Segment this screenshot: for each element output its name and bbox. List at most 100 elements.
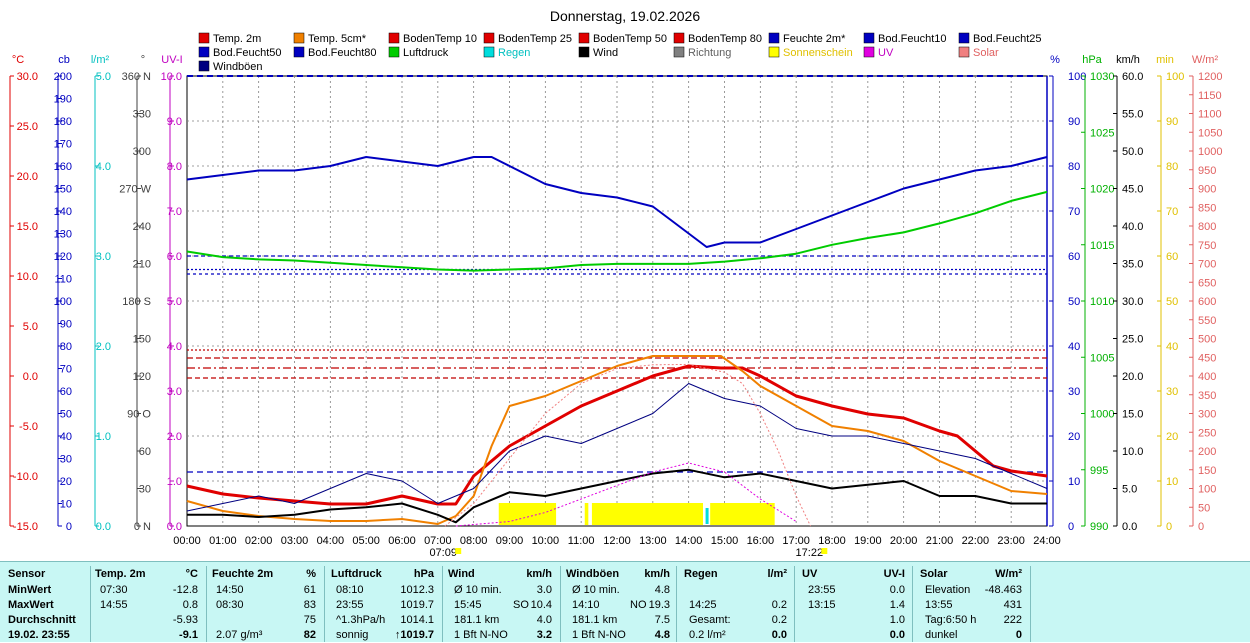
axis-tick-label: 0 [1068, 521, 1074, 533]
solar-info: Tag:6:50 h [925, 614, 977, 626]
axis-tick-label: 40.0 [1122, 221, 1143, 233]
legend-swatch [198, 46, 210, 58]
series-line [455, 462, 797, 527]
x-tick-label: 06:00 [388, 535, 416, 547]
axis-tick-label: 20.0 [17, 171, 38, 183]
pressure-value: ↑1019.7 [394, 629, 434, 641]
axis-tick-label: 15.0 [1122, 409, 1143, 421]
pressure-time: 08:10 [336, 584, 364, 596]
x-tick-label: 19:00 [854, 535, 882, 547]
header-wind: Wind [448, 568, 475, 580]
legend-swatch [863, 32, 875, 44]
summary-panel: Sensor Temp. 2m °C Feuchte 2m% Luftdruck hPa W… [0, 561, 1250, 642]
rain-value: 0.0 [771, 629, 787, 641]
axis-tick-label: 30.0 [1122, 296, 1143, 308]
rain-value: 0.2 [771, 599, 787, 611]
header-solar-unit: W/m² [995, 568, 1022, 580]
axis-tick-label: 40 [60, 431, 72, 443]
axis-unit: hPa [1082, 54, 1102, 66]
legend-label: Bod.Feucht25 [973, 33, 1042, 45]
x-tick-label: 03:00 [281, 535, 309, 547]
axis-tick-label: 40 [1166, 341, 1178, 353]
legend-label: Sonnenschein [783, 47, 853, 59]
header-rain: Regen [684, 568, 718, 580]
legend-label: BodenTemp 80 [688, 33, 762, 45]
axis-tick-label: 10 [60, 499, 72, 511]
axis-tick-label: 1000 [1090, 409, 1114, 421]
axis-unit: % [1050, 54, 1060, 66]
gust-value: 7.5 [654, 614, 670, 626]
legend-swatch [578, 46, 590, 58]
x-tick-label: 08:00 [460, 535, 488, 547]
axis-unit: W/m² [1192, 54, 1219, 66]
gust-value: 4.8 [654, 629, 670, 641]
axis-tick-label: 1000 [1198, 146, 1222, 158]
wind-info: 181.1 km [454, 614, 500, 626]
axis-unit: km/h [1116, 54, 1140, 66]
axis-tick-label: 45.0 [1122, 184, 1143, 196]
axis-tick-label: 90 [1166, 116, 1178, 128]
temp-value: -5.93 [172, 614, 198, 626]
axis-tick-label: 5.0 [23, 321, 38, 333]
axis-tick-label: 0 [1198, 521, 1204, 533]
rain-info: Gesamt: [689, 614, 731, 626]
axis-tick-label: 30 [139, 484, 151, 496]
humidity-value: 75 [303, 614, 316, 626]
header-rain-unit: l/m² [767, 568, 787, 580]
axis-tick-label: 400 [1198, 371, 1216, 383]
humidity-time: 14:50 [216, 584, 244, 596]
axis-tick-label: 70 [1166, 206, 1178, 218]
x-tick-label: 20:00 [890, 535, 918, 547]
axis-tick-label: 300 [133, 146, 151, 158]
x-tick-label: 13:00 [639, 535, 667, 547]
legend-swatch [388, 46, 400, 58]
header-wind-unit: km/h [526, 568, 552, 580]
axis-tick-label: 800 [1198, 221, 1216, 233]
legend-swatch [958, 46, 970, 58]
wind-value: 10.4 [530, 599, 552, 611]
axis-tick-label: 1.0 [167, 476, 182, 488]
sunrise-label: 07:09 [429, 547, 457, 559]
uv-value: 0.0 [889, 584, 905, 596]
temp-value: -9.1 [179, 629, 198, 641]
axis-tick-label: 20 [1068, 431, 1080, 443]
sunshine-bar [584, 503, 589, 525]
axis-tick-label: 3.0 [96, 251, 111, 263]
legend-label: Wind [593, 47, 618, 59]
axis-tick-label: 90 [1068, 116, 1080, 128]
header-temp-unit: °C [185, 568, 198, 580]
axis-tick-label: 1020 [1090, 184, 1114, 196]
legend-label: Bod.Feucht80 [308, 47, 377, 59]
rain-info: 14:25 [689, 599, 717, 611]
axis-tick-label: 750 [1198, 240, 1216, 252]
x-tick-label: 10:00 [532, 535, 560, 547]
header-pressure: Luftdruck [331, 568, 382, 580]
temp-value: -12.8 [172, 584, 198, 596]
gust-value: 19.3 [648, 599, 670, 611]
axis-tick-label: 55.0 [1122, 109, 1143, 121]
axis-unit: ° [141, 54, 145, 66]
humidity-time: 2.07 g/m³ [216, 629, 263, 641]
axis-tick-label: 100 [54, 296, 72, 308]
legend-label: Bod.Feucht50 [213, 47, 282, 59]
legend-swatch [483, 46, 495, 58]
axis-tick-label: 90 [60, 319, 72, 331]
axis-unit: UV-I [161, 54, 182, 66]
series-line [186, 355, 1048, 525]
solar-info: 13:55 [925, 599, 953, 611]
axis-tick-label: 5.0 [96, 71, 111, 83]
axis-tick-label: 550 [1198, 315, 1216, 327]
axis-tick-label: 190 [54, 94, 72, 106]
axis-tick-label: 25.0 [17, 121, 38, 133]
legend-swatch [863, 46, 875, 58]
rain-bar [705, 508, 709, 524]
axis-tick-label: 50 [60, 409, 72, 421]
axis-tick-label: 50 [1166, 296, 1178, 308]
axis-tick-label: 850 [1198, 202, 1216, 214]
axis-tick-label: 1030 [1090, 71, 1114, 83]
x-tick-label: 12:00 [603, 535, 631, 547]
axis-tick-label: 100 [1068, 71, 1086, 83]
wind-value: 4.0 [536, 614, 552, 626]
summary-column [676, 566, 795, 642]
axis-tick-label: 0 [66, 521, 72, 533]
